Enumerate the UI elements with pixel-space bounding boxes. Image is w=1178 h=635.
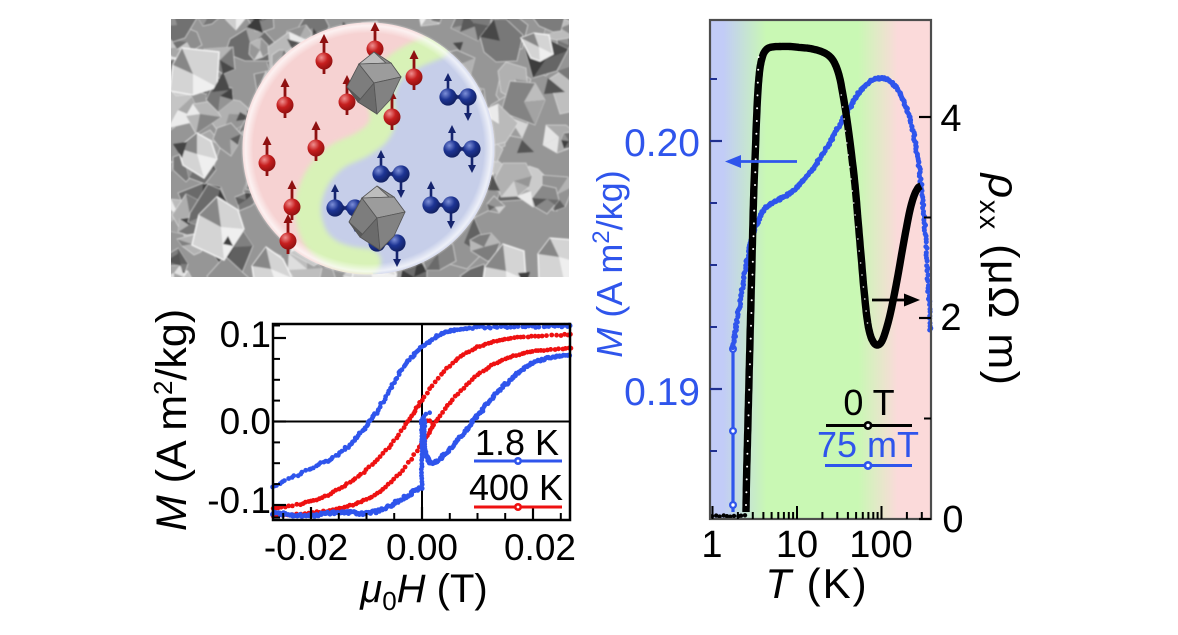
svg-text:4: 4 — [940, 98, 961, 140]
svg-text:10: 10 — [776, 524, 818, 566]
svg-text:0.20: 0.20 — [624, 122, 700, 165]
svg-text:M (A m2/kg): M (A m2/kg) — [148, 309, 196, 531]
svg-text:0: 0 — [942, 499, 963, 541]
svg-text:0.1: 0.1 — [220, 314, 271, 355]
svg-text:0.19: 0.19 — [624, 371, 700, 414]
svg-text:2: 2 — [940, 297, 961, 339]
svg-text:ρxx (μΩ m): ρxx (μΩ m) — [974, 172, 1027, 387]
svg-text:μ0H (T): μ0H (T) — [359, 567, 487, 616]
svg-text:1: 1 — [701, 524, 722, 566]
svg-text:0.0: 0.0 — [220, 401, 271, 442]
svg-text:0 T: 0 T — [843, 382, 894, 423]
svg-text:-0.02: -0.02 — [264, 527, 348, 568]
svg-text:-0.1: -0.1 — [207, 480, 271, 521]
svg-text:M (A m2/kg): M (A m2/kg) — [588, 170, 630, 357]
svg-text:100: 100 — [849, 524, 912, 566]
svg-text:1.8 K: 1.8 K — [475, 422, 559, 463]
svg-text:T (K): T (K) — [765, 560, 868, 607]
svg-text:75 mT: 75 mT — [817, 424, 919, 465]
svg-text:0.00: 0.00 — [386, 527, 458, 568]
svg-text:0.02: 0.02 — [504, 527, 576, 568]
svg-text:400 K: 400 K — [469, 467, 563, 508]
